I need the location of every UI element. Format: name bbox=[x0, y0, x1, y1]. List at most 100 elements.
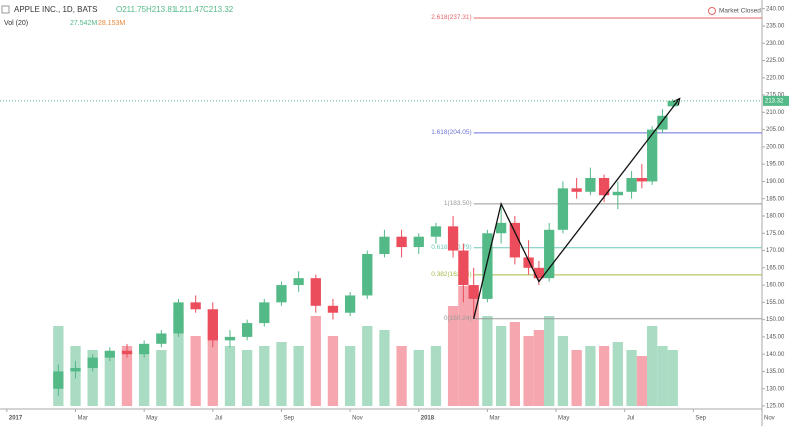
y-tick-label: 135.00 bbox=[766, 369, 785, 375]
y-tick-label: 215.00 bbox=[766, 93, 785, 99]
volume-bar bbox=[276, 342, 287, 406]
y-tick-label: 155.00 bbox=[766, 300, 785, 306]
y-tick-label: 230.00 bbox=[766, 41, 785, 47]
volume-bar bbox=[413, 350, 424, 406]
volume-bar bbox=[544, 316, 555, 406]
ohlc-close: C213.32 bbox=[203, 5, 234, 14]
x-tick-label: Sep bbox=[695, 416, 706, 422]
candle-body bbox=[626, 177, 637, 192]
volume-bar bbox=[241, 350, 253, 406]
candle-body bbox=[276, 285, 287, 303]
volume-bar bbox=[344, 346, 356, 406]
candle-body bbox=[495, 222, 507, 234]
candle-body bbox=[70, 367, 81, 372]
candle-body bbox=[430, 226, 442, 237]
y-tick-label: 235.00 bbox=[766, 24, 785, 30]
y-tick-label: 160.00 bbox=[766, 283, 785, 289]
volume-bar bbox=[447, 306, 459, 406]
candle-body bbox=[362, 253, 373, 296]
y-tick-label: 180.00 bbox=[766, 214, 785, 220]
volume-bar bbox=[156, 350, 167, 406]
last-price-label: 213.32 bbox=[765, 98, 784, 104]
volume-bar bbox=[207, 326, 218, 406]
ohlc-open: O211.75 bbox=[116, 5, 147, 14]
volume-bar bbox=[362, 326, 373, 406]
volume-bar bbox=[571, 350, 582, 406]
ohlc-high: H213.81 bbox=[146, 5, 177, 14]
candle-body bbox=[647, 129, 658, 182]
volume-bar bbox=[598, 346, 610, 406]
y-tick-label: 205.00 bbox=[766, 127, 785, 133]
y-tick-label: 195.00 bbox=[766, 162, 785, 168]
candle-body bbox=[636, 177, 648, 182]
candle-body bbox=[327, 305, 339, 313]
candle-body bbox=[458, 250, 469, 286]
volume-bar bbox=[509, 322, 521, 406]
candle-body bbox=[612, 191, 623, 196]
candle-body bbox=[173, 302, 184, 334]
candle-body bbox=[139, 343, 150, 355]
volume-bar bbox=[585, 346, 596, 406]
volume-bar bbox=[430, 346, 442, 406]
volume-bar bbox=[293, 346, 304, 406]
collapse-icon[interactable] bbox=[1, 5, 10, 14]
volume-bar bbox=[468, 296, 479, 406]
y-tick-label: 190.00 bbox=[766, 179, 785, 185]
candle-body bbox=[557, 188, 569, 230]
candle-body bbox=[482, 233, 493, 299]
volume-bar bbox=[259, 346, 270, 406]
x-tick-label: May bbox=[146, 416, 157, 422]
y-tick-label: 200.00 bbox=[766, 144, 785, 150]
x-tick-label: Nov bbox=[764, 416, 775, 422]
volume-bar bbox=[379, 330, 390, 406]
x-tick-label: Nov bbox=[352, 416, 363, 422]
x-tick-label: Jul bbox=[215, 416, 223, 422]
fib-label: 1.618(204.05) bbox=[431, 129, 471, 136]
candle-body bbox=[310, 278, 321, 306]
candle-body bbox=[571, 188, 582, 192]
pattern-line bbox=[473, 98, 681, 319]
y-tick-label: 125.00 bbox=[766, 404, 785, 410]
volume-bar bbox=[533, 330, 545, 406]
volume-bar bbox=[190, 336, 201, 406]
candle-body bbox=[379, 236, 390, 254]
candle-body bbox=[509, 222, 521, 258]
candle-body bbox=[523, 257, 534, 268]
y-tick-label: 175.00 bbox=[766, 231, 785, 237]
y-tick-label: 165.00 bbox=[766, 265, 785, 271]
volume-bar bbox=[667, 350, 678, 406]
last-price-tag bbox=[763, 95, 789, 106]
y-tick-label: 145.00 bbox=[766, 334, 785, 340]
volume-bar bbox=[121, 346, 133, 406]
x-tick-label: 2017 bbox=[9, 416, 23, 422]
volume-bar bbox=[626, 350, 637, 406]
candle-body bbox=[396, 236, 407, 248]
candle-body bbox=[241, 323, 253, 337]
volume-bar bbox=[636, 356, 648, 406]
volume-bar bbox=[647, 326, 658, 406]
x-tick-label: 2018 bbox=[421, 416, 435, 422]
candle-body bbox=[104, 350, 115, 358]
status-icon bbox=[708, 7, 716, 15]
volume-bar bbox=[557, 336, 569, 406]
x-tick-label: Sep bbox=[283, 416, 294, 422]
candle-body bbox=[224, 336, 236, 341]
fib-label: 2.618(237.31) bbox=[431, 14, 471, 21]
candle-body bbox=[598, 177, 610, 196]
candle-body bbox=[447, 226, 459, 251]
candle-body bbox=[293, 278, 304, 286]
volume-bar bbox=[173, 316, 184, 406]
candle-body bbox=[53, 371, 64, 389]
volume-bar bbox=[104, 356, 115, 406]
x-tick-label: Mar bbox=[78, 416, 88, 422]
y-tick-label: 150.00 bbox=[766, 317, 785, 323]
volume-bar bbox=[87, 350, 98, 406]
y-tick-label: 170.00 bbox=[766, 248, 785, 254]
volume-bar bbox=[224, 346, 236, 406]
candle-body bbox=[259, 302, 270, 324]
candle-body bbox=[468, 285, 479, 299]
volume-bar bbox=[458, 286, 469, 406]
candle-body bbox=[207, 309, 218, 341]
candle-body bbox=[585, 177, 596, 192]
